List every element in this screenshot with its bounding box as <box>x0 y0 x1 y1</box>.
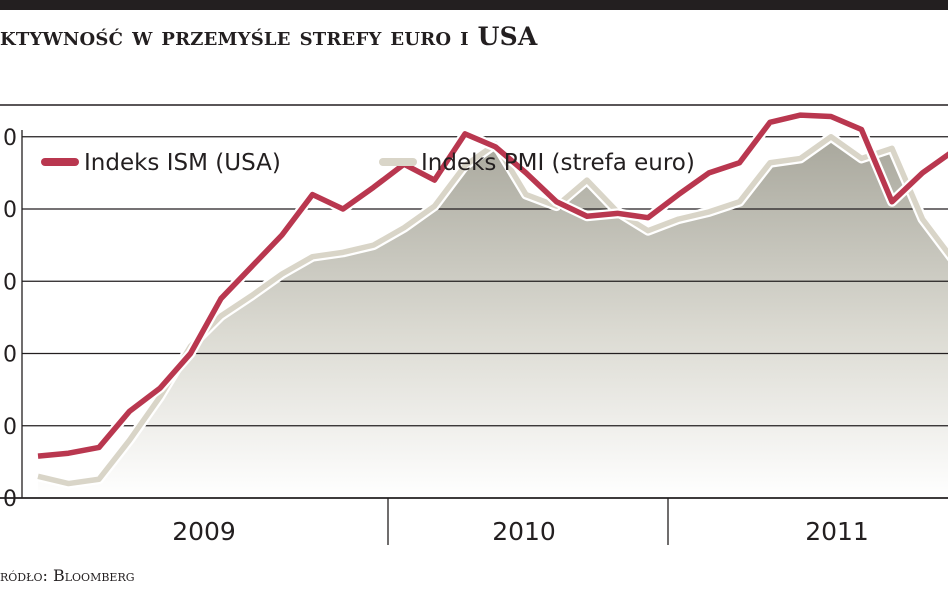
source-note: ródło: Bloomberg <box>0 566 135 585</box>
y-tick-label: 0 <box>3 126 17 151</box>
legend-label: Indeks ISM (USA) <box>84 150 281 176</box>
y-tick-label: 0 <box>3 415 17 440</box>
ism-line <box>37 112 948 459</box>
pmi-area <box>38 136 948 498</box>
y-axis: 0 0 0 0 0 0 <box>3 126 23 512</box>
top-bar <box>0 0 948 10</box>
x-tick-label: 2009 <box>172 517 236 546</box>
legend: Indeks ISM (USA) Indeks PMI (strefa euro) <box>41 150 695 176</box>
y-tick-label: 0 <box>3 343 17 368</box>
x-axis: 2009 2010 2011 <box>0 497 948 546</box>
y-tick-label: 0 <box>3 487 17 512</box>
x-tick-label: 2011 <box>805 517 869 546</box>
legend-label: Indeks PMI (strefa euro) <box>421 150 695 176</box>
x-tick-label: 2010 <box>492 517 556 546</box>
series-lines <box>36 110 948 489</box>
grid-lines <box>22 136 948 427</box>
chart-title: ktywność w przemyśle strefy euro i USA <box>0 22 538 51</box>
y-tick-label: 0 <box>3 198 17 223</box>
y-tick-label: 0 <box>3 270 17 295</box>
